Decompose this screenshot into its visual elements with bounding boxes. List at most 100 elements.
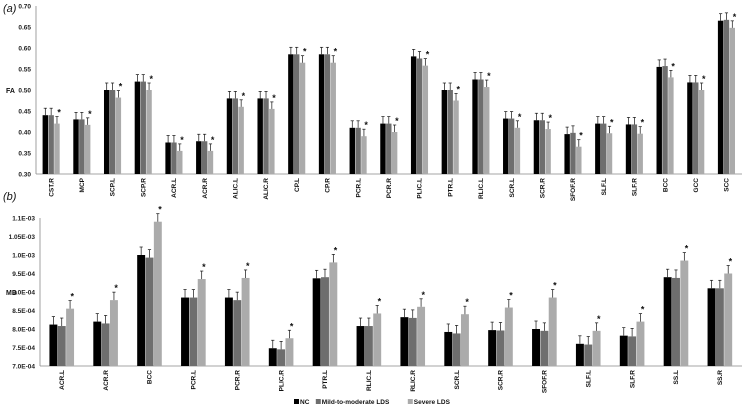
bar-SCP.R-1 bbox=[140, 81, 146, 174]
x-tick-label: CP.R bbox=[325, 178, 332, 193]
bar-SLF.R-2 bbox=[636, 321, 645, 366]
bar-SCR.R-2 bbox=[545, 129, 551, 174]
x-tick-label: CP.L bbox=[294, 178, 301, 192]
legend-swatch bbox=[407, 399, 413, 404]
significance-star: * bbox=[272, 93, 276, 103]
x-tick-label: SCP.L bbox=[110, 178, 117, 196]
bar-SCR.R-0 bbox=[488, 330, 497, 366]
significance-star: * bbox=[465, 297, 469, 307]
x-tick-label: MCP bbox=[79, 177, 86, 192]
significance-star: * bbox=[553, 281, 557, 291]
bar-SCR.R-1 bbox=[539, 120, 545, 174]
x-tick-label: SFOF.R bbox=[570, 178, 577, 201]
significance-star: * bbox=[597, 314, 601, 324]
significance-star: * bbox=[202, 262, 206, 272]
y-tick-label: 7.0E-04 bbox=[12, 363, 35, 370]
significance-star: * bbox=[579, 131, 583, 141]
bar-BCC-0 bbox=[656, 66, 662, 174]
significance-star: * bbox=[671, 61, 675, 71]
bar-CST.R-1 bbox=[48, 115, 54, 174]
bar-SLF.L-1 bbox=[584, 344, 593, 366]
significance-star: * bbox=[180, 135, 184, 145]
bar-CP.L-1 bbox=[294, 54, 300, 174]
bar-CP.L-0 bbox=[288, 54, 294, 174]
x-tick-label: PCR.R bbox=[234, 370, 241, 391]
y-tick-label: 9.5E-04 bbox=[12, 271, 35, 278]
significance-star: * bbox=[733, 12, 737, 22]
bar-PLIC.R-2 bbox=[285, 338, 294, 366]
bar-ALIC.R-2 bbox=[269, 108, 275, 174]
significance-star: * bbox=[395, 116, 399, 126]
bar-SLF.R-1 bbox=[628, 336, 637, 366]
y-tick-label: 7.5E-04 bbox=[12, 345, 35, 352]
md-chart: MD 7.0E-04 7.5E-04 8.0E-04 8.5E-04 9.0E-04 9.5… bbox=[6, 205, 742, 393]
bar-SLF.L-2 bbox=[592, 330, 601, 366]
bar-RLIC.L-1 bbox=[478, 79, 484, 174]
bar-ACR.L-0 bbox=[49, 324, 58, 366]
bar-SLF.R-2 bbox=[637, 133, 643, 174]
y-tick-label: 0.50 bbox=[18, 87, 31, 94]
bar-RLIC.R-1 bbox=[408, 317, 417, 366]
bar-MCP-2 bbox=[84, 124, 91, 174]
bar-SLF.R-0 bbox=[619, 335, 628, 366]
bar-RLIC.L-2 bbox=[373, 313, 382, 366]
x-tick-label: PCR.R bbox=[386, 178, 393, 199]
bar-SCR.R-2 bbox=[504, 307, 513, 366]
bar-ACR.L-1 bbox=[171, 142, 177, 174]
bar-SS.R-0 bbox=[707, 288, 716, 366]
bar-ALIC.R-0 bbox=[257, 98, 263, 174]
bar-SLF.R-0 bbox=[625, 124, 632, 174]
significance-star: * bbox=[119, 82, 123, 92]
significance-star: * bbox=[729, 257, 733, 267]
x-tick-label: SS.L bbox=[673, 370, 680, 384]
significance-star: * bbox=[114, 283, 118, 293]
significance-star: * bbox=[641, 118, 645, 128]
bar-BCC-1 bbox=[145, 257, 154, 366]
y-tick-label: 9.0E-04 bbox=[12, 289, 35, 296]
significance-star: * bbox=[509, 291, 513, 301]
significance-star: * bbox=[242, 91, 246, 101]
bar-SCC-0 bbox=[717, 20, 724, 175]
bar-SCR.R-1 bbox=[496, 330, 505, 366]
significance-star: * bbox=[378, 296, 382, 306]
significance-star: * bbox=[150, 74, 154, 84]
bar-SLF.L-0 bbox=[575, 343, 584, 366]
bar-ACR.L-0 bbox=[165, 142, 171, 174]
bar-SS.R-2 bbox=[724, 273, 733, 366]
bar-SCR.L-1 bbox=[452, 333, 461, 366]
bar-GCC-1 bbox=[693, 82, 699, 174]
bar-ALIC.R-1 bbox=[263, 98, 269, 174]
bar-ACR.L-1 bbox=[57, 326, 66, 366]
bar-GCC-0 bbox=[687, 82, 693, 174]
significance-star: * bbox=[334, 245, 338, 255]
bar-PCR.R-2 bbox=[241, 277, 250, 366]
legend-label: Severe LDS bbox=[414, 399, 451, 406]
bar-PCR.L-1 bbox=[189, 297, 198, 366]
bar-SCP.L-2 bbox=[115, 97, 122, 174]
x-tick-label: ALIC.R bbox=[263, 178, 270, 200]
significance-star: * bbox=[685, 244, 689, 254]
bar-SCP.R-2 bbox=[146, 90, 152, 174]
legend: NC Mild-to-moderate LDS Severe LDS bbox=[294, 399, 451, 406]
bar-PLIC.R-0 bbox=[268, 348, 277, 366]
bar-RLIC.L-0 bbox=[356, 326, 365, 366]
x-tick-label: SCR.L bbox=[454, 370, 461, 390]
x-tick-label: SCR.L bbox=[509, 178, 516, 198]
bar-PCR.L-1 bbox=[355, 127, 361, 174]
bar-PLIC.L-2 bbox=[422, 65, 429, 174]
bar-RLIC.R-0 bbox=[400, 317, 409, 366]
bar-PLIC.L-1 bbox=[416, 58, 423, 174]
fa-chart: FA 0.30 0.35 0.40 0.45 0.50 0.55 0.60 0.65 0.70 * C… bbox=[6, 3, 742, 201]
x-tick-label: ACR.R bbox=[202, 178, 209, 199]
x-tick-label: BCC bbox=[147, 370, 154, 384]
y-tick-label: 0.70 bbox=[18, 3, 31, 10]
y-axis-label: MD bbox=[6, 290, 17, 297]
significance-star: * bbox=[456, 85, 460, 95]
bar-SS.L-2 bbox=[680, 260, 689, 366]
significance-star: * bbox=[518, 112, 522, 122]
x-tick-label: PLIC.L bbox=[417, 178, 424, 199]
significance-star: * bbox=[426, 50, 430, 60]
significance-star: * bbox=[57, 108, 61, 118]
y-tick-label: 0.30 bbox=[18, 171, 31, 178]
